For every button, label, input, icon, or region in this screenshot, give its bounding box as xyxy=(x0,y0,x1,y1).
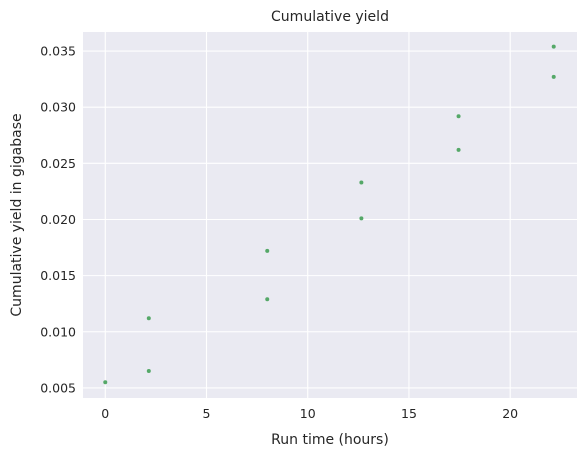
data-point xyxy=(146,316,151,321)
data-point xyxy=(265,248,270,253)
data-point xyxy=(146,369,151,374)
data-point xyxy=(456,147,461,152)
y-tick-label: 0.005 xyxy=(40,380,76,395)
data-point xyxy=(551,44,556,49)
y-tick-label: 0.035 xyxy=(40,44,76,59)
data-point xyxy=(265,297,270,302)
y-tick-label: 0.015 xyxy=(40,268,76,283)
plot-area xyxy=(83,32,577,398)
y-axis-label: Cumulative yield in gigabase xyxy=(9,113,25,316)
y-grid xyxy=(83,50,577,389)
x-tick-label: 0 xyxy=(101,406,109,421)
y-tick-label: 0.020 xyxy=(40,212,76,227)
chart-title: Cumulative yield xyxy=(271,9,389,25)
data-point xyxy=(456,114,461,119)
data-points xyxy=(103,44,556,385)
x-tick-label: 5 xyxy=(203,406,211,421)
x-grid xyxy=(104,32,511,398)
x-axis-label: Run time (hours) xyxy=(271,432,389,448)
y-tick-labels: 0.005 0.010 0.015 0.020 0.025 0.030 0.035 xyxy=(40,44,76,396)
y-tick-label: 0.025 xyxy=(40,156,76,171)
x-tick-labels: 0 5 10 15 20 xyxy=(101,406,518,421)
x-tick-label: 15 xyxy=(401,406,417,421)
data-point xyxy=(359,216,364,221)
data-point xyxy=(359,180,364,185)
y-tick-label: 0.030 xyxy=(40,100,76,115)
x-tick-label: 20 xyxy=(502,406,518,421)
data-point xyxy=(551,74,556,79)
x-tick-label: 10 xyxy=(300,406,316,421)
y-tick-label: 0.010 xyxy=(40,324,76,339)
data-point xyxy=(103,380,108,385)
